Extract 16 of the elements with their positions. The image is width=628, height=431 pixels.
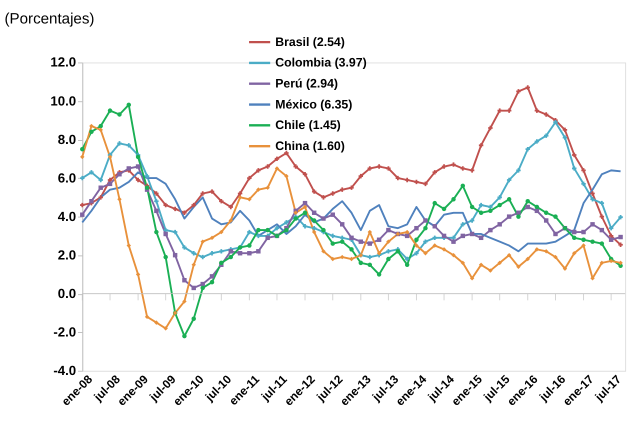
y-tick-label: 8.0	[58, 132, 76, 147]
legend-label: México (6.35)	[275, 97, 352, 112]
legend-label: Perú (2.94)	[275, 76, 338, 91]
y-tick-label: 12.0	[50, 54, 76, 70]
legend-label: Colombia (3.97)	[275, 56, 367, 70]
y-tick-label: -4.0	[53, 363, 76, 378]
y-tick-label: 10.0	[50, 93, 76, 108]
legend-label: China (1.60)	[275, 138, 345, 153]
y-tick-label: 0.0	[58, 286, 76, 301]
legend-label: Brasil (2.54)	[275, 34, 345, 49]
y-tick-label: 2.0	[58, 247, 76, 262]
y-tick-label: 6.0	[58, 170, 76, 186]
legend-label: Chile (1.45)	[275, 118, 341, 132]
chart-title: (Porcentajes)	[4, 10, 94, 28]
y-tick-label: 4.0	[58, 208, 76, 224]
y-tick-label: -2.0	[53, 324, 76, 340]
